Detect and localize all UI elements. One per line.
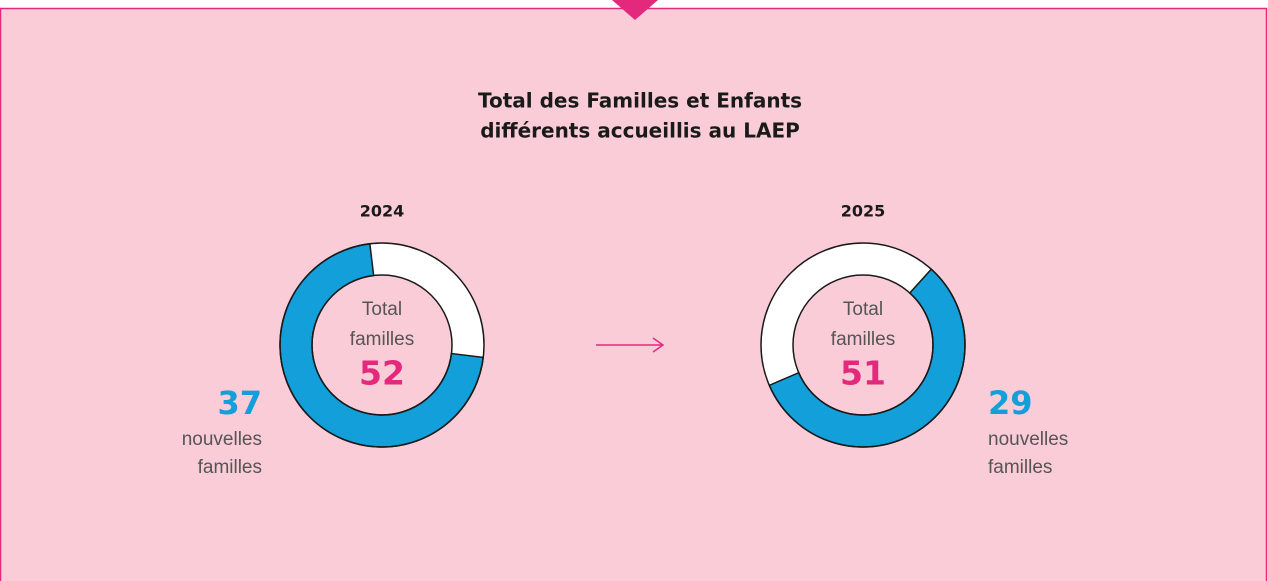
new-label: nouvelles — [988, 429, 1068, 450]
title-line: différents accueillis au LAEP — [480, 119, 800, 143]
new-value: 37 — [217, 384, 262, 422]
pointer — [612, 0, 658, 20]
center-label: familles — [350, 329, 414, 350]
new-label: familles — [198, 457, 262, 478]
new-value: 29 — [988, 384, 1033, 422]
year-label: 2024 — [360, 202, 405, 221]
donut-outline — [279, 242, 485, 448]
year-label: 2025 — [841, 202, 886, 221]
new-label: familles — [988, 457, 1052, 478]
total-value: 51 — [840, 354, 886, 393]
total-value: 52 — [359, 354, 405, 393]
center-label: Total — [362, 299, 402, 320]
donut-inner — [792, 274, 934, 416]
donut-outline — [760, 242, 966, 448]
new-label: nouvelles — [182, 429, 262, 450]
center-label: Total — [843, 299, 883, 320]
center-label: familles — [831, 329, 895, 350]
donut-inner — [311, 274, 453, 416]
arrow-head — [652, 337, 665, 353]
title-line: Total des Familles et Enfants — [478, 89, 802, 113]
panel — [0, 7, 1268, 581]
